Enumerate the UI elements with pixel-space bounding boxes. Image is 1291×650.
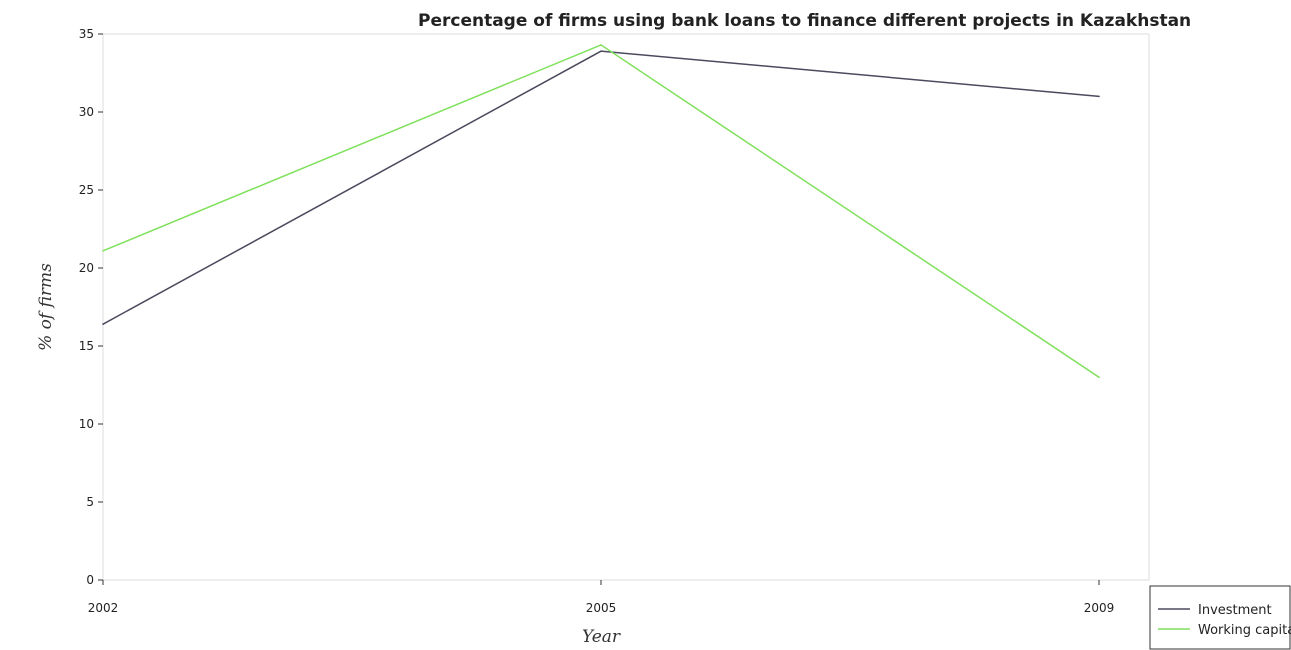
y-tick-label: 20 <box>79 261 94 275</box>
x-axis: 2002 2005 2009 <box>88 580 1115 615</box>
data-point <box>102 323 104 325</box>
data-point <box>1098 95 1100 98</box>
y-tick-label: 0 <box>86 573 94 587</box>
x-tick-label: 2005 <box>586 601 617 615</box>
legend-label-working-capital: Working capital <box>1198 623 1291 638</box>
y-axis: 0 5 10 15 20 25 30 35 <box>79 27 103 587</box>
x-axis-title: Year <box>582 627 621 647</box>
data-point <box>600 44 602 46</box>
y-tick-label: 5 <box>86 495 94 509</box>
y-tick-label: 25 <box>79 183 94 197</box>
y-tick-label: 35 <box>79 27 94 41</box>
legend-box <box>1149 585 1291 650</box>
legend: Investment Working capital <box>1149 585 1291 650</box>
y-tick-label: 30 <box>79 105 94 119</box>
plot-border <box>102 33 1150 581</box>
series-lines <box>102 44 1100 379</box>
chart-title: Percentage of firms using bank loans to … <box>418 11 1191 31</box>
x-tick-label: 2009 <box>1084 601 1115 615</box>
data-point <box>600 50 602 52</box>
series-line-investment <box>102 50 1100 325</box>
data-point <box>102 250 104 252</box>
y-tick-label: 10 <box>79 417 94 431</box>
legend-label-investment: Investment <box>1198 603 1272 618</box>
data-point <box>1098 376 1100 379</box>
series-line-working-capital <box>102 44 1100 378</box>
y-axis-title: % of firms <box>36 263 56 351</box>
x-tick-label: 2002 <box>88 601 119 615</box>
y-tick-label: 15 <box>79 339 94 353</box>
